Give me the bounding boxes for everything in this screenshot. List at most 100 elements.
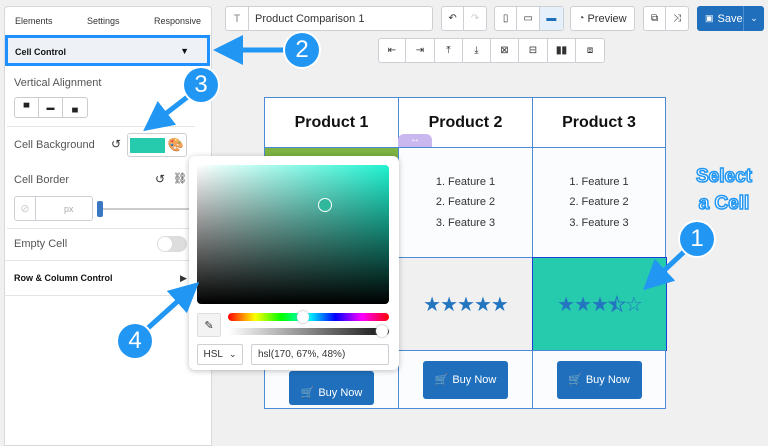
feature-item: 2. Feature 2 — [435, 196, 496, 209]
reset-icon[interactable]: ↺ — [155, 172, 166, 186]
cell-border-label: Cell Border — [14, 174, 70, 186]
alpha-slider[interactable] — [228, 328, 389, 335]
caret-right-icon[interactable]: ▶ — [180, 273, 187, 283]
divider — [7, 228, 195, 229]
hue-slider-handle[interactable] — [297, 311, 309, 323]
buy-now-button[interactable]: 🛒 Buy Now — [556, 360, 642, 399]
vertical-alignment-label: Vertical Alignment — [14, 77, 102, 89]
feature-item: 2. Feature 2 — [569, 196, 629, 209]
title-value: Product Comparison 1 — [255, 12, 365, 25]
cart-icon: 🛒 — [434, 374, 449, 386]
cell-control-header[interactable]: Cell Control ▼ — [5, 35, 210, 66]
color-swatch — [129, 137, 165, 153]
divider — [4, 260, 212, 261]
border-width-input[interactable]: ⊘ px — [14, 196, 93, 221]
save-button[interactable]: ▣ Save ⌄ — [697, 6, 764, 31]
table-edit-toolbar: ⇤ ⇥ ⤒ ⤓ ⊠ ⊟ ▮▮ ⧈ — [378, 38, 605, 63]
feature-item: 1. Feature 1 — [569, 175, 629, 188]
history-group: ↶ ↷ — [441, 6, 487, 31]
preview-label: Preview — [587, 12, 627, 25]
align-bottom-button[interactable]: ▄ — [72, 103, 78, 112]
shuffle-button[interactable]: ⤨ — [673, 13, 681, 24]
text-icon: T — [226, 7, 249, 30]
title-input[interactable]: T Product Comparison 1 — [225, 6, 433, 31]
cell-background-picker[interactable]: 🎨 — [127, 133, 187, 157]
border-slider-handle[interactable] — [97, 201, 103, 217]
tablet-view-button[interactable]: ▭ — [517, 7, 540, 30]
arrow-3 — [143, 93, 192, 132]
undo-button[interactable]: ↶ — [442, 7, 465, 30]
merge-cells-icon[interactable]: ▮▮ — [548, 39, 576, 62]
divider — [7, 126, 195, 127]
settings-sidebar: Elements Settings Responsive — [4, 6, 212, 446]
buy-now-button[interactable]: 🛒 Buy Now — [423, 360, 508, 399]
select-cell-callout: Select a Cell — [680, 163, 768, 217]
palette-icon: 🎨 — [167, 137, 185, 152]
buy-label: Buy Now — [452, 373, 497, 386]
tab-settings[interactable]: Settings — [86, 16, 120, 26]
caret-down-icon: ▼ — [180, 46, 189, 56]
reset-icon[interactable]: ↺ — [111, 137, 122, 151]
header-cell[interactable]: Product 3 — [532, 97, 666, 148]
feature-item: 1. Feature 1 — [435, 175, 496, 188]
link-icon[interactable]: ⛓ — [173, 173, 187, 185]
insert-column-left-icon[interactable]: ⇤ — [379, 39, 406, 62]
saturation-lightness-area[interactable] — [197, 165, 389, 304]
empty-cell-toggle[interactable] — [157, 236, 187, 252]
button-cell: 🛒 Buy Now — [532, 350, 666, 409]
rating-cell-selected[interactable]: ★★★★☆ — [532, 257, 667, 351]
feature-item: 3. Feature 3 — [569, 216, 629, 229]
insert-row-below-icon[interactable]: ⤓ — [463, 39, 491, 62]
split-cells-icon[interactable]: ⧈ — [586, 45, 594, 56]
save-icon: ▣ — [705, 13, 714, 23]
desktop-view-button[interactable]: ▬ — [539, 7, 564, 30]
mobile-view-button[interactable]: ▯ — [495, 7, 518, 30]
callout-line: a Cell — [698, 192, 750, 215]
align-top-button[interactable]: ▀ — [15, 98, 39, 117]
save-dropdown-chevron-icon[interactable]: ⌄ — [743, 6, 764, 31]
feature-item: 3. Feature 3 — [435, 216, 496, 229]
callout-line: Select — [695, 165, 752, 188]
feature-cell[interactable]: 1. Feature 1 2. Feature 2 3. Feature 3 — [398, 147, 533, 258]
divider — [4, 295, 212, 296]
step-badge-4: 4 — [118, 324, 152, 358]
half-star-icon: ★ — [607, 293, 626, 316]
tools-group: ⧉ ⤨ — [643, 6, 689, 31]
tab-elements[interactable]: Elements — [15, 16, 53, 26]
border-slider-track[interactable] — [100, 208, 190, 210]
column-resize-handle[interactable]: ↔ — [398, 134, 432, 147]
color-mode-value: HSL — [203, 349, 223, 360]
cart-icon: 🛒 — [300, 387, 315, 399]
color-picker-handle[interactable] — [318, 198, 332, 212]
preview-button[interactable]: ◔ Preview — [570, 6, 635, 31]
save-label: Save — [717, 12, 743, 25]
device-group: ▯ ▭ ▬ — [494, 6, 564, 31]
insert-row-above-icon[interactable]: ⤒ — [435, 39, 463, 62]
star-rating: ★★★★☆ — [557, 293, 643, 316]
rating-cell[interactable]: ★★★★★ — [398, 257, 533, 351]
redo-button[interactable]: ↷ — [470, 13, 480, 24]
color-mode-select[interactable]: HSL ⌄ — [197, 344, 243, 365]
step-badge-2: 2 — [285, 33, 319, 67]
eyedropper-icon[interactable]: ✎ — [197, 313, 221, 337]
vertical-alignment-group: ▀ ▬ ▄ — [14, 97, 88, 118]
button-cell: 🛒 Buy Now — [398, 350, 533, 409]
cell-background-label: Cell Background — [14, 139, 95, 151]
insert-column-right-icon[interactable]: ⇥ — [406, 39, 435, 62]
color-picker-popup: ✎ HSL ⌄ hsl(170, 67%, 48%) — [189, 156, 399, 370]
step-badge-1: 1 — [680, 222, 714, 256]
tab-responsive[interactable]: Responsive — [153, 16, 201, 26]
alpha-slider-handle[interactable] — [376, 325, 388, 337]
buy-now-button[interactable]: 🛒 Buy Now — [289, 371, 374, 405]
delete-row-icon[interactable]: ⊟ — [519, 39, 548, 62]
delete-column-icon[interactable]: ⊠ — [491, 39, 519, 62]
copy-button[interactable]: ⧉ — [644, 7, 667, 30]
align-middle-button[interactable]: ▬ — [39, 98, 63, 117]
buy-label: Buy Now — [318, 387, 363, 399]
cart-icon: 🛒 — [568, 374, 582, 386]
comparison-table: Product 1 Product 2 Product 3 1. Feature… — [264, 97, 667, 409]
color-value-input[interactable]: hsl(170, 67%, 48%) — [251, 344, 389, 365]
buy-label: Buy Now — [585, 373, 630, 386]
row-column-control-header[interactable]: Row & Column Control — [14, 273, 113, 283]
